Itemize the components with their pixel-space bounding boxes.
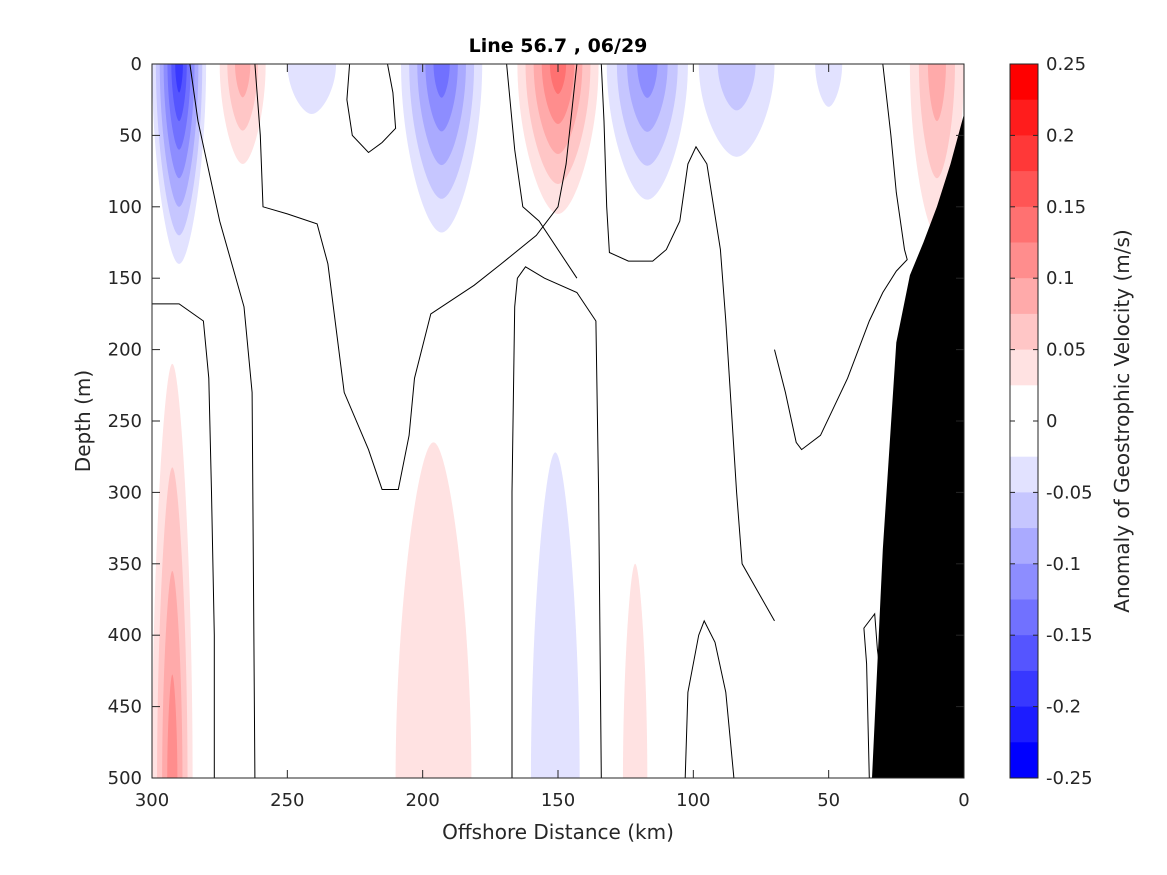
y-tick-label: 50 [119,125,142,146]
x-tick-label: 100 [676,790,710,811]
x-tick-label: 50 [817,790,840,811]
y-tick-label: 350 [108,554,142,575]
y-tick-label: 300 [108,482,142,503]
colorbar-tick-label: 0.05 [1046,340,1086,361]
contour-band [637,64,658,98]
colorbar-swatch [1010,492,1038,529]
colorbar-swatch [1010,635,1038,672]
zero-contour-lines [152,64,908,778]
y-tick-label: 0 [131,54,142,75]
x-axis-label: Offshore Distance (km) [442,820,674,844]
zero-contour [254,64,578,490]
colorbar-label: Anomaly of Geostrophic Velocity (m/s) [1110,229,1134,612]
colorbar-tick-label: 0.1 [1046,268,1075,289]
zero-contour [774,64,908,451]
bathymetry [872,114,964,778]
contour-band [717,64,756,111]
contour-band [815,64,843,107]
zero-contour [684,619,735,778]
zero-contour [511,266,602,778]
x-tick-label: 0 [958,790,969,811]
colorbar-tick-label: -0.1 [1046,554,1081,575]
y-tick-label: 500 [108,768,142,789]
colorbar-swatch [1010,206,1038,243]
colorbar-tick-label: 0.25 [1046,54,1086,75]
colorbar-swatch [1010,563,1038,600]
y-tick-label: 250 [108,411,142,432]
colorbar-swatch [1010,171,1038,208]
contour-band [927,64,946,122]
contour-fill-layer [152,64,964,778]
y-tick-label: 400 [108,625,142,646]
contour-band [287,64,337,114]
colorbar-swatch [1010,135,1038,172]
contour-band [530,452,580,778]
colorbar-swatch [1010,421,1038,458]
zero-contour [346,64,397,154]
colorbar-swatch [1010,242,1038,279]
colorbar-swatch [1010,528,1038,565]
zero-contour [189,64,256,778]
colorbar-swatch [1010,599,1038,636]
colorbar: 0.25 0.2 0.15 0.1 0.05 0 -0.05 -0.1 -0.15 -0.2 -0.… [1009,54,1093,789]
zero-contour [600,64,775,622]
contour-band [395,442,472,778]
colorbar-swatch [1010,278,1038,315]
y-axis-ticks: 0 50 100 150 200 250 300 350 400 450 500 [108,54,964,789]
colorbar-swatch [1010,706,1038,743]
contour-band [549,64,567,94]
colorbar-swatch [1010,349,1038,386]
zero-contour [506,64,578,279]
x-tick-label: 200 [405,790,439,811]
colorbar-swatch [1010,385,1038,422]
colorbar-swatch [1010,64,1038,101]
colorbar-swatch [1010,670,1038,708]
colorbar-tick-label: -0.05 [1046,482,1093,503]
colorbar-swatch [1010,456,1038,493]
colorbar-tick-label: -0.2 [1046,697,1081,718]
colorbar-swatch [1010,313,1038,351]
colorbar-tick-label: 0 [1046,411,1057,432]
contour-band [167,674,178,778]
colorbar-tick-label: -0.25 [1046,768,1093,789]
contour-band [433,64,450,98]
chart-title: Line 56.7 , 06/29 [469,35,648,57]
contour-band [622,563,648,778]
colorbar-tick-label: -0.15 [1046,625,1093,646]
colorbar-tick-label: 0.15 [1046,197,1086,218]
y-axis-label: Depth (m) [71,370,95,472]
colorbar-swatch [1010,99,1038,136]
bathymetry-mask [872,114,964,778]
x-tick-label: 300 [135,790,169,811]
colorbar-tick-label: 0.2 [1046,125,1075,146]
y-tick-label: 100 [108,197,142,218]
x-tick-label: 150 [541,790,575,811]
y-tick-label: 200 [108,340,142,361]
x-tick-label: 250 [270,790,304,811]
colorbar-swatch [1010,742,1038,779]
y-tick-label: 450 [108,697,142,718]
contour-band [175,64,183,93]
contour-band [235,64,251,98]
zero-contour [152,303,215,778]
x-axis-ticks: 300 250 200 150 100 50 0 [135,64,970,811]
y-tick-label: 150 [108,268,142,289]
